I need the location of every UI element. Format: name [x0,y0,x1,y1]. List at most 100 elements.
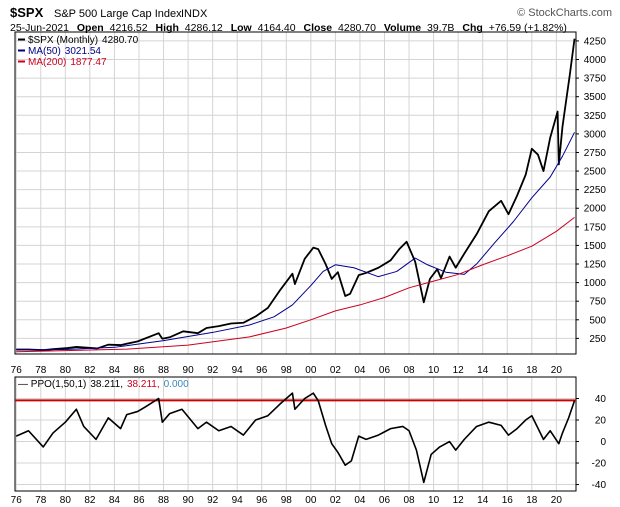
open-value: 4216.52 [110,22,148,34]
x-tick-label: 92 [207,495,219,506]
x-tick-label: 84 [109,495,121,506]
ppo-panel: 76 78 80 82 84 86 88 90 92 94 96 98 00 02 04 06 08 10 12 14… [11,376,607,506]
x-tick-label: 86 [133,365,145,376]
x-tick-label: 78 [35,495,47,506]
x-tick-label: 10 [428,495,440,506]
x-tick-label: 02 [330,495,342,506]
open-label: Open [77,22,104,34]
y-tick-label: -20 [592,459,607,470]
x-tick-label: 90 [183,365,195,376]
legend-entry: MA(200) 1877.47 [28,57,107,68]
x-tick-label: 90 [183,495,195,506]
series-line-ma-50 [16,132,575,351]
legend-swatch: — [18,379,31,390]
volume-value: 39.7B [427,22,454,34]
x-tick-label: 80 [60,365,72,376]
x-tick-label: 98 [281,495,293,506]
legend-value: 3021.54 [65,46,102,57]
y-tick-label: 3250 [584,111,607,122]
legend-label: MA(50) [28,46,61,57]
y-tick-label: 1500 [584,241,607,252]
x-tick-label: 86 [133,495,145,506]
y-tick-label: 500 [589,315,606,326]
x-tick-label: 00 [305,495,317,506]
x-tick-label: 82 [84,365,96,376]
x-tick-label: 04 [354,365,366,376]
x-tick-label: 76 [11,495,23,506]
y-tick-label: 1000 [584,278,607,289]
low-value: 4164.40 [258,22,296,34]
x-tick-label: 88 [158,365,170,376]
x-tick-label: 16 [502,365,514,376]
legend-value: 38.211, [90,379,123,390]
x-tick-label: 04 [354,495,366,506]
x-tick-label: 12 [453,365,465,376]
symbol-title: $SPX [10,5,44,20]
x-tick-label: 94 [232,495,244,506]
y-tick-label: 2500 [584,167,607,178]
brand-watermark: © StockCharts.com [517,7,612,19]
x-tick-label: 00 [305,365,317,376]
x-tick-label: 18 [526,495,538,506]
x-tick-label: 16 [502,495,514,506]
y-tick-label: 2750 [584,148,607,159]
x-tick-label: 02 [330,365,342,376]
y-tick-label: 3500 [584,92,607,103]
x-tick-label: 20 [551,495,563,506]
chg-label: Chg [462,22,482,34]
chg-value: +76.59 (+1.82%) [489,22,567,34]
x-tick-label: 94 [232,365,244,376]
high-value: 4286.12 [185,22,223,34]
x-tick-label: 78 [35,365,47,376]
x-tick-label: 80 [60,495,72,506]
legend-label: $SPX (Monthly) [28,35,98,46]
close-value: 4280.70 [338,22,376,34]
y-tick-label: 1750 [584,222,607,233]
x-tick-label: 98 [281,365,293,376]
legend-value: 1877.47 [70,57,107,68]
y-tick-label: 0 [600,437,606,448]
legend-value: 0.000 [164,379,189,390]
x-tick-label: 18 [526,365,538,376]
instrument-name: S&P 500 Large Cap Index [54,8,182,20]
x-tick-label: 14 [477,495,489,506]
series-line-spx-monthly [16,38,576,352]
x-tick-label: 08 [403,495,415,506]
low-label: Low [231,22,253,34]
x-tick-label: 92 [207,365,219,376]
y-tick-label: 2250 [584,185,607,196]
x-tick-label: 12 [453,495,465,506]
series-line-ma-200 [16,216,575,353]
y-tick-label: 750 [589,297,606,308]
x-tick-label: 08 [403,365,415,376]
y-tick-label: 40 [595,394,607,405]
price-panel: 76 78 80 82 84 86 88 90 92 94 96 98 00 02 04 06 08 10 12 14… [11,31,607,376]
y-tick-label: -40 [592,480,607,491]
legend-entry: MA(50) 3021.54 [28,46,101,57]
y-tick-label: 2000 [584,204,607,215]
x-tick-label: 06 [379,495,391,506]
x-tick-label: 76 [11,365,23,376]
y-tick-label: 3750 [584,74,607,85]
high-label: High [156,22,179,34]
x-tick-label: 06 [379,365,391,376]
x-tick-label: 88 [158,495,170,506]
x-tick-label: 96 [256,365,268,376]
quote-date: 25-Jun-2021 [10,22,69,34]
x-tick-label: 20 [551,365,563,376]
x-tick-label: 82 [84,495,96,506]
volume-label: Volume [384,22,421,34]
legend-entry: — PPO(1,50,1) 38.211, 38.211, 0.000 [18,379,189,390]
x-tick-label: 96 [256,495,268,506]
legend-label: MA(200) [28,57,66,68]
x-tick-label: 10 [428,365,440,376]
exchange-label: INDX [181,8,208,20]
y-tick-label: 4250 [584,36,607,47]
y-tick-label: 20 [595,416,607,427]
legend-value: 4280.70 [102,35,139,46]
panel-frame [14,376,577,492]
legend-entry: $SPX (Monthly) 4280.70 [28,35,139,46]
